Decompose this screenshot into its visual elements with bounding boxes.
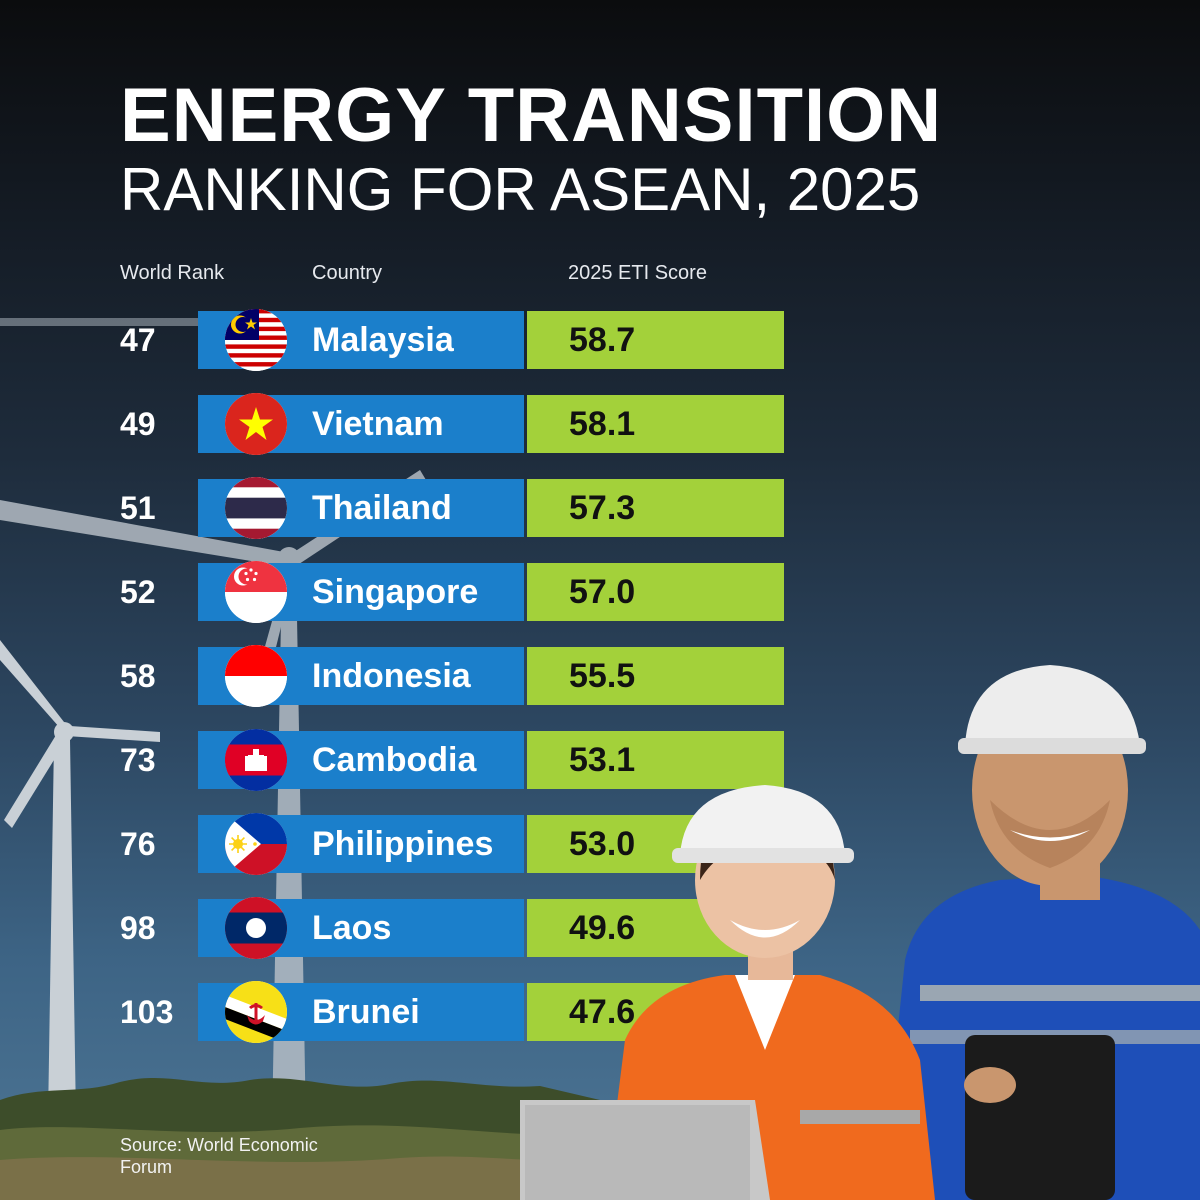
indonesia-flag-icon [225, 645, 287, 707]
score-value: 58.1 [569, 405, 636, 443]
cambodia-flag-icon [225, 729, 287, 791]
country-bar: Vietnam [198, 393, 524, 455]
rank-value: 98 [120, 910, 156, 946]
score-bar: 58.1 [527, 395, 784, 453]
country-bar: Brunei [198, 981, 524, 1043]
column-header-rank: World Rank [120, 262, 225, 284]
table-row: 73 Cambodia 53.1 [0, 729, 800, 791]
score-value: 55.5 [569, 657, 636, 695]
score-value: 58.7 [569, 321, 636, 359]
country-name: Vietnam [312, 405, 444, 443]
table-row: 47 Malaysia [0, 309, 800, 371]
laos-flag-icon [225, 897, 287, 959]
country-bar: Thailand [198, 477, 524, 539]
rank-value: 73 [120, 742, 156, 778]
score-value: 53.0 [569, 825, 636, 863]
score-value: 47.6 [569, 993, 636, 1031]
vietnam-flag-icon [225, 393, 287, 455]
rank-value: 52 [120, 574, 156, 610]
table-row: 58 Indonesia 55.5 [0, 645, 800, 707]
score-value: 53.1 [569, 741, 636, 779]
philippines-flag-icon [225, 813, 287, 875]
column-header-score: 2025 ETI Score [568, 262, 707, 284]
score-value: 57.0 [569, 573, 636, 611]
brunei-flag-icon [225, 981, 287, 1043]
malaysia-flag-icon [225, 309, 287, 371]
score-bar: 55.5 [527, 647, 784, 705]
country-name: Thailand [312, 489, 452, 527]
country-name: Brunei [312, 993, 420, 1031]
country-bar: Indonesia [198, 645, 524, 707]
title-line-1: ENERGY TRANSITION [120, 73, 943, 158]
score-bar: 47.6 [527, 983, 784, 1041]
table-row: 76 Phi [0, 813, 800, 875]
country-name: Philippines [312, 825, 494, 863]
wind-turbine-icon [0, 640, 160, 1120]
rank-value: 49 [120, 406, 156, 442]
score-bar: 57.0 [527, 563, 784, 621]
treeline [0, 1078, 600, 1200]
score-bar: 58.7 [527, 311, 784, 369]
country-bar: Cambodia [198, 729, 524, 791]
country-name: Cambodia [312, 741, 477, 779]
rank-value: 51 [120, 490, 156, 526]
score-value: 49.6 [569, 909, 636, 947]
country-name: Indonesia [312, 657, 471, 695]
table-row: 49 Vietnam 58.1 [0, 393, 800, 455]
score-bar: 57.3 [527, 479, 784, 537]
singapore-flag-icon [225, 561, 287, 623]
table-row: 51 Thailand 57.3 [0, 477, 800, 539]
rank-value: 58 [120, 658, 156, 694]
rank-value: 76 [120, 826, 156, 862]
thailand-flag-icon [225, 477, 287, 539]
country-name: Malaysia [312, 321, 454, 359]
score-value: 57.3 [569, 489, 636, 527]
table-row: 52 Singapore 57.0 [0, 561, 800, 623]
table-row: 103 Brunei 47.6 [0, 981, 800, 1043]
score-bar: 53.1 [527, 731, 784, 789]
country-name: Laos [312, 909, 392, 947]
rank-value: 103 [120, 994, 174, 1030]
score-bar: 49.6 [527, 899, 784, 957]
table-row: 98 Laos 49.6 [0, 897, 800, 959]
score-bar: 53.0 [527, 815, 784, 873]
country-bar: Laos [198, 897, 524, 959]
country-bar: Malaysia [198, 309, 524, 371]
wind-turbine-icon [0, 318, 200, 326]
source-note: Source: World Economic Forum [120, 1135, 318, 1177]
rank-value: 47 [120, 322, 156, 358]
country-bar: Philippines [198, 813, 524, 875]
country-bar: Singapore [198, 561, 524, 623]
country-name: Singapore [312, 573, 479, 611]
title-line-2: RANKING FOR ASEAN, 2025 [120, 156, 921, 223]
column-header-country: Country [312, 262, 383, 284]
